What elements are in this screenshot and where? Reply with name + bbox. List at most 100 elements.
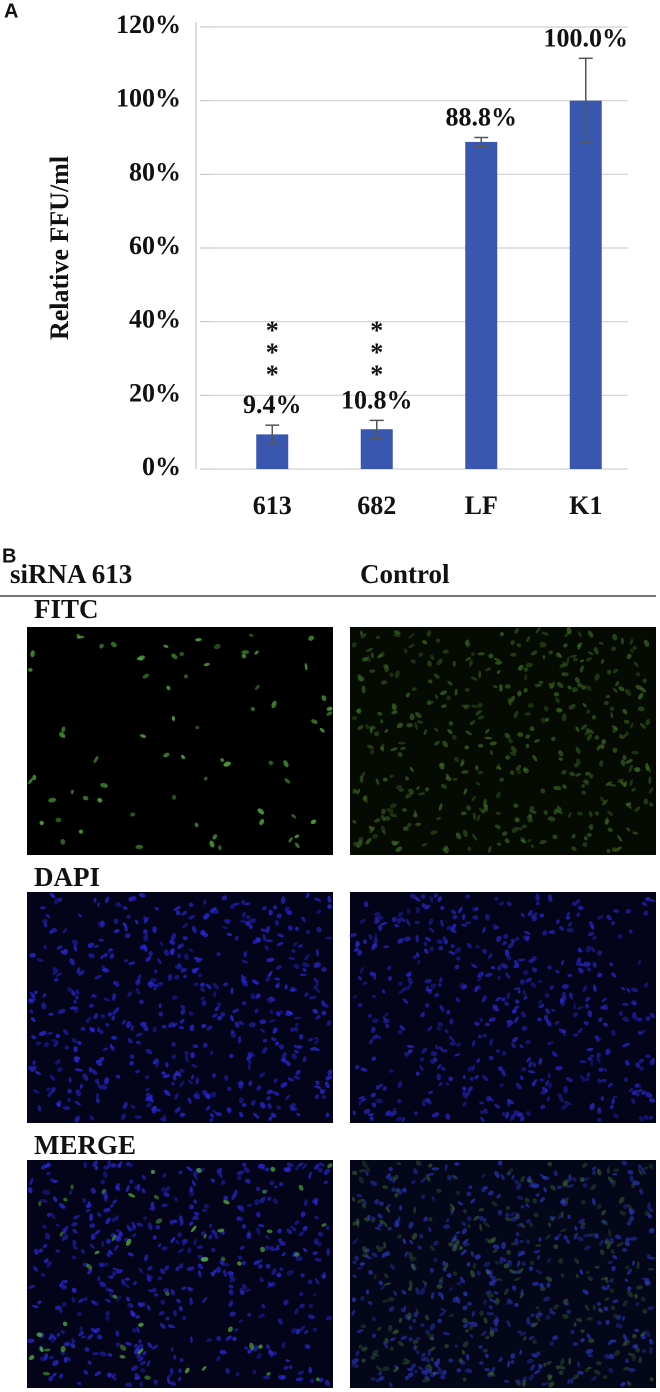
cell <box>635 672 641 677</box>
cell <box>551 1051 558 1058</box>
cell <box>527 838 532 843</box>
cell <box>479 1017 483 1023</box>
cell <box>323 1180 328 1185</box>
cell <box>276 1244 280 1249</box>
cell <box>621 1160 628 1166</box>
cell <box>620 1381 626 1387</box>
cell <box>499 1258 503 1265</box>
cell <box>504 732 511 739</box>
cell <box>432 1371 437 1376</box>
cell <box>569 771 575 777</box>
cell <box>612 1299 619 1304</box>
cell <box>587 1353 593 1358</box>
cell <box>298 1184 304 1191</box>
cell <box>585 1348 594 1355</box>
cell <box>367 655 371 663</box>
cell <box>525 1203 530 1208</box>
cell <box>381 1185 389 1190</box>
cell <box>301 962 310 968</box>
cell <box>505 755 511 760</box>
cell <box>374 818 381 823</box>
cell <box>365 1248 370 1253</box>
cell <box>464 921 472 925</box>
cell <box>601 1220 609 1226</box>
cell <box>53 1040 59 1048</box>
cell <box>566 1184 575 1188</box>
cell <box>605 1284 610 1291</box>
cell <box>391 916 397 923</box>
cell <box>28 1355 35 1361</box>
cell <box>543 1362 547 1367</box>
cell <box>569 654 578 658</box>
cell <box>412 955 418 960</box>
cell <box>36 958 44 963</box>
cell <box>622 1247 628 1252</box>
cell <box>627 1367 636 1373</box>
cell <box>229 1014 235 1022</box>
cell <box>559 1228 568 1233</box>
cell <box>326 1248 330 1256</box>
cell <box>429 1059 436 1065</box>
cell <box>90 1187 96 1194</box>
cell <box>189 1297 193 1305</box>
cell <box>178 1306 183 1312</box>
cell <box>424 1365 429 1371</box>
cell <box>413 1311 419 1318</box>
cell <box>396 1098 402 1104</box>
cell <box>250 918 257 924</box>
cell <box>603 1306 609 1312</box>
cell <box>214 1235 219 1240</box>
cell <box>383 1241 387 1249</box>
cell <box>165 1062 169 1068</box>
cell <box>385 1172 392 1179</box>
cell <box>492 685 498 689</box>
cell <box>28 667 33 672</box>
cell <box>627 1352 633 1356</box>
cell <box>581 685 587 690</box>
cell <box>591 1170 597 1175</box>
cell <box>356 788 361 795</box>
cell <box>373 1274 377 1280</box>
cell <box>425 985 429 991</box>
cell <box>510 652 517 657</box>
cell <box>60 950 68 955</box>
cell <box>297 1370 304 1375</box>
cell <box>523 667 529 672</box>
cell <box>169 1219 174 1225</box>
cell <box>259 1019 267 1025</box>
cell <box>555 1065 563 1071</box>
cell <box>572 1033 579 1037</box>
cell <box>393 1220 399 1228</box>
x-tick-label: 613 <box>253 491 292 520</box>
cell <box>421 1047 428 1054</box>
cell <box>413 1344 417 1351</box>
cell <box>555 919 560 925</box>
cell <box>537 1310 543 1316</box>
cell <box>546 1257 552 1263</box>
cell <box>184 1367 190 1374</box>
cell <box>203 912 210 920</box>
cell <box>244 1346 249 1350</box>
cell <box>593 647 599 655</box>
cell <box>27 1338 35 1344</box>
cell <box>372 1353 380 1357</box>
cell <box>351 1196 356 1202</box>
cell <box>325 1112 330 1118</box>
cell <box>287 1077 294 1082</box>
cell <box>135 844 144 850</box>
cell <box>256 1227 261 1235</box>
cell <box>219 1173 223 1179</box>
cell <box>597 972 602 978</box>
cell <box>49 1178 57 1183</box>
cell <box>606 1244 611 1250</box>
cell <box>436 658 443 666</box>
cell <box>495 1049 501 1053</box>
cell <box>494 1317 500 1324</box>
cell <box>162 1172 167 1178</box>
cell <box>556 707 563 713</box>
cell <box>202 1042 208 1048</box>
cell <box>486 1311 495 1316</box>
cell <box>497 842 502 846</box>
cell <box>40 1272 46 1278</box>
cell <box>216 1266 221 1273</box>
